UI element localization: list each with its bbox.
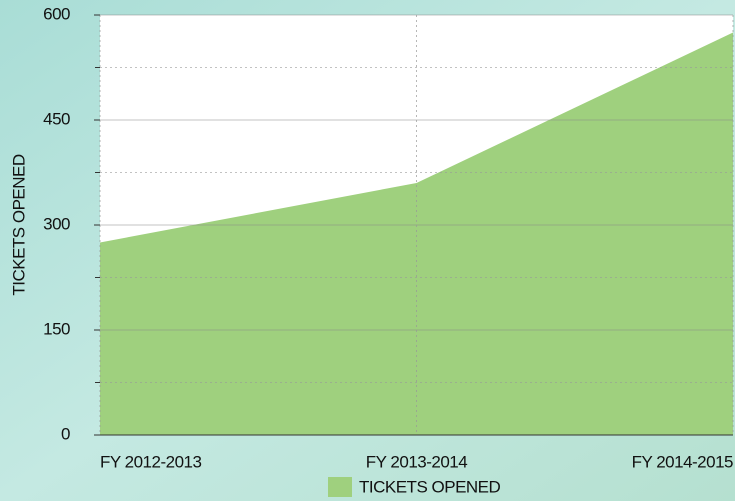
- y-tick-label: 0: [61, 424, 70, 443]
- x-tick-label: FY 2014-2015: [632, 452, 733, 471]
- area: [100, 32, 733, 435]
- y-tick-label: 150: [43, 319, 70, 338]
- y-tick-label: 300: [43, 214, 70, 233]
- legend-swatch: [328, 477, 352, 497]
- x-tick-label: FY 2013-2014: [366, 452, 467, 471]
- legend-label: TICKETS OPENED: [359, 477, 501, 496]
- y-tick-label: 600: [43, 4, 70, 23]
- x-tick-label: FY 2012-2013: [100, 452, 201, 471]
- y-tick-label: 450: [43, 109, 70, 128]
- y-axis-label: TICKETS OPENED: [9, 154, 28, 296]
